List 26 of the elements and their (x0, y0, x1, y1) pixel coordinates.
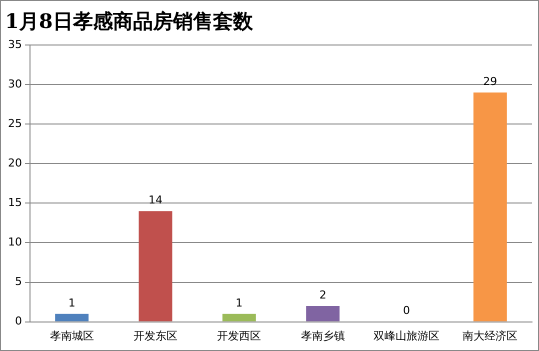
bar (473, 92, 507, 322)
chart-title: 1月8日孝感商品房销售套数 (5, 9, 254, 34)
y-tick-label: 35 (8, 38, 22, 51)
data-label: 29 (483, 74, 498, 88)
x-tick-label: 双峰山旅游区 (374, 329, 440, 342)
y-tick-label: 30 (8, 77, 22, 90)
y-tick-label: 20 (8, 156, 22, 170)
x-tick-label: 孝南乡镇 (300, 329, 345, 342)
data-label: 14 (148, 193, 162, 206)
x-tick-label: 开发西区 (217, 329, 262, 342)
y-tick-label: 10 (8, 236, 22, 249)
bar (222, 314, 256, 322)
y-tick-label: 5 (14, 275, 22, 288)
data-label: 2 (319, 288, 326, 302)
x-tick-label: 南大经济区 (462, 329, 518, 342)
data-label: 0 (403, 304, 410, 318)
x-tick-label: 孝南城区 (50, 329, 94, 342)
bar (306, 306, 340, 322)
data-label: 1 (236, 296, 243, 310)
y-tick-label: 25 (8, 116, 22, 130)
bar (55, 314, 89, 322)
y-tick-label: 15 (8, 196, 22, 210)
y-tick-label: 0 (14, 314, 22, 328)
bar (138, 211, 172, 322)
data-label: 1 (68, 296, 76, 310)
x-tick-label: 开发东区 (134, 329, 178, 342)
